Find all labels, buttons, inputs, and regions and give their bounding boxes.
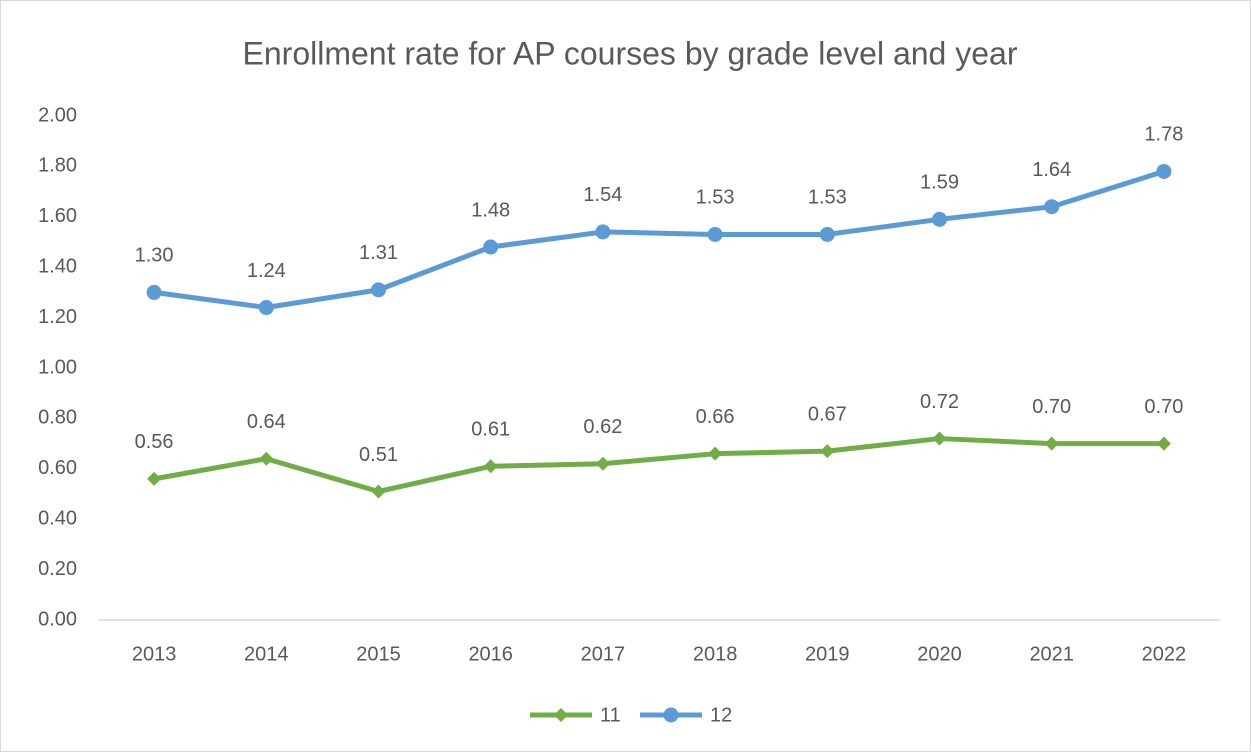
data-label: 1.53 bbox=[696, 187, 735, 209]
data-label: 0.66 bbox=[696, 406, 735, 428]
data-label: 1.31 bbox=[359, 242, 398, 264]
y-tick-label: 1.00 bbox=[38, 356, 77, 378]
data-label: 0.67 bbox=[808, 403, 847, 425]
data-point bbox=[819, 226, 835, 242]
data-point bbox=[371, 282, 386, 298]
data-point bbox=[483, 239, 499, 255]
x-tick-label: 2018 bbox=[693, 643, 738, 665]
data-point bbox=[259, 451, 274, 466]
data-label: 1.54 bbox=[583, 184, 622, 206]
data-label: 0.61 bbox=[471, 419, 510, 441]
x-tick-label: 2022 bbox=[1142, 643, 1187, 665]
y-tick-label: 1.80 bbox=[38, 155, 77, 177]
x-tick-label: 2021 bbox=[1029, 643, 1074, 665]
data-point bbox=[707, 226, 723, 242]
x-tick-label: 2016 bbox=[468, 643, 513, 665]
legend-label: 12 bbox=[710, 704, 732, 726]
series-line bbox=[153, 169, 1165, 311]
x-tick-label: 2017 bbox=[581, 643, 626, 665]
y-tick-label: 0.80 bbox=[38, 407, 77, 429]
data-label: 0.62 bbox=[583, 416, 622, 438]
data-point bbox=[595, 456, 610, 471]
y-tick-label: 0.20 bbox=[38, 558, 77, 580]
y-tick-label: 0.60 bbox=[38, 457, 77, 479]
data-point bbox=[708, 446, 723, 461]
data-label: 0.51 bbox=[359, 444, 398, 466]
data-label: 0.72 bbox=[920, 391, 959, 413]
data-point bbox=[820, 444, 835, 459]
data-point bbox=[483, 459, 498, 474]
data-point bbox=[1156, 436, 1171, 451]
x-tick-label: 2014 bbox=[244, 643, 289, 665]
data-point bbox=[147, 471, 162, 486]
data-label: 1.30 bbox=[135, 245, 174, 267]
data-label: 1.24 bbox=[247, 260, 286, 282]
chart-title: Enrollment rate for AP courses by grade … bbox=[243, 35, 1018, 71]
data-point bbox=[371, 484, 386, 499]
y-tick-label: 1.60 bbox=[38, 205, 77, 227]
x-tick-label: 2013 bbox=[132, 643, 177, 665]
data-point bbox=[932, 211, 947, 227]
data-point bbox=[1044, 199, 1060, 215]
data-label: 0.70 bbox=[1032, 396, 1071, 418]
data-point bbox=[1156, 163, 1172, 179]
y-tick-label: 2.00 bbox=[38, 104, 77, 126]
x-tick-label: 2019 bbox=[805, 643, 850, 665]
data-point bbox=[595, 224, 611, 240]
data-label: 0.56 bbox=[135, 431, 174, 453]
y-tick-label: 1.40 bbox=[38, 255, 77, 277]
data-label: 1.59 bbox=[920, 172, 959, 194]
legend-marker bbox=[554, 708, 568, 722]
legend-marker bbox=[663, 707, 679, 723]
data-label: 0.70 bbox=[1144, 396, 1183, 418]
data-point bbox=[1044, 436, 1059, 451]
x-tick-label: 2015 bbox=[356, 643, 401, 665]
data-label: 1.64 bbox=[1032, 159, 1071, 181]
data-point bbox=[932, 431, 947, 446]
y-tick-label: 0.00 bbox=[38, 608, 77, 630]
series-line bbox=[153, 436, 1164, 494]
data-label: 1.53 bbox=[808, 187, 847, 209]
y-tick-label: 1.20 bbox=[38, 306, 77, 328]
data-label: 1.78 bbox=[1144, 124, 1183, 146]
data-point bbox=[146, 284, 162, 300]
legend-label: 11 bbox=[600, 704, 621, 726]
y-tick-label: 0.40 bbox=[38, 507, 77, 529]
data-point bbox=[258, 300, 274, 316]
data-label: 1.48 bbox=[471, 199, 510, 221]
x-tick-label: 2020 bbox=[917, 643, 962, 665]
data-label: 0.64 bbox=[247, 411, 286, 433]
